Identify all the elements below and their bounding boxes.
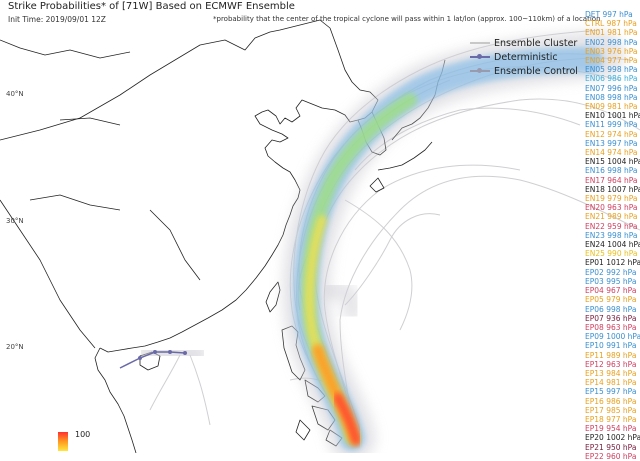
coastlines [0,19,446,453]
ensemble-member-item[interactable]: EP15 997 hPa [585,387,637,397]
ensemble-member-item[interactable]: EN24 1004 hPa [585,240,640,250]
deterministic-track [119,350,187,369]
ensemble-member-item[interactable]: EN08 998 hPa [585,92,638,102]
ensemble-member-item[interactable]: EN17 964 hPa [585,175,638,185]
ensemble-member-item[interactable]: EN09 981 hPa [585,102,638,112]
ensemble-member-item[interactable]: CTRL 987 hPa [585,19,637,29]
legend-item-deterministic[interactable]: Deterministic [470,50,578,64]
ensemble-member-item[interactable]: EP03 995 hPa [585,276,637,286]
lat-label-30n: 30°N [6,217,24,225]
ensemble-member-item[interactable]: EN06 986 hPa [585,74,638,84]
ensemble-member-item[interactable]: EN20 963 hPa [585,203,638,213]
ensemble-member-item[interactable]: EP04 967 hPa [585,286,637,296]
lat-label-20n: 20°N [6,343,24,351]
deterministic-swatch-icon [470,54,490,59]
probability-colorbar [58,432,68,451]
map-legend: Ensemble Cluster Deterministic Ensemble … [470,36,578,78]
legend-label: Deterministic [494,51,558,63]
ensemble-member-item[interactable]: EN16 998 hPa [585,166,638,176]
ensemble-member-item[interactable]: EN13 997 hPa [585,138,638,148]
ensemble-member-item[interactable]: EP20 1002 hPa [585,433,640,443]
ensemble-member-item[interactable]: EN02 998 hPa [585,37,638,47]
ensemble-member-item[interactable]: EN01 981 hPa [585,28,638,38]
ensemble-member-item[interactable]: EN11 999 hPa [585,120,638,130]
ensemble-member-item[interactable]: EN14 974 hPa [585,148,638,158]
ensemble-member-item[interactable]: EN12 974 hPa [585,129,638,139]
ensemble-member-item[interactable]: EP14 981 hPa [585,378,637,388]
probability-swath [137,31,624,453]
lat-label-40n: 40°N [6,90,24,98]
ensemble-member-item[interactable]: EN15 1004 hPa [585,157,640,167]
init-time: Init Time: 2019/09/01 12Z [8,15,106,24]
ensemble-member-item[interactable]: EN19 979 hPa [585,194,638,204]
ensemble-member-item[interactable]: EN07 996 hPa [585,83,638,93]
ensemble-member-item[interactable]: EN10 1001 hPa [585,111,640,121]
legend-item-ensemble-cluster[interactable]: Ensemble Cluster [470,36,578,50]
ensemble-member-item[interactable]: EP05 979 hPa [585,295,637,305]
ensemble-member-item[interactable]: EP19 954 hPa [585,424,637,434]
ensemble-member-item[interactable]: EP10 991 hPa [585,341,637,351]
legend-label: Ensemble Cluster [494,37,578,49]
ensemble-member-item[interactable]: EP22 960 hPa [585,451,637,461]
ensemble-member-item[interactable]: EP12 963 hPa [585,359,637,369]
ensemble-member-item[interactable]: EN18 1007 hPa [585,184,640,194]
ensemble-member-item[interactable]: EN04 977 hPa [585,56,638,66]
ensemble-member-item[interactable]: EP02 992 hPa [585,267,637,277]
ensemble-member-item[interactable]: EP16 986 hPa [585,396,637,406]
control-swatch-icon [470,68,490,73]
ensemble-member-item[interactable]: EP21 950 hPa [585,442,637,452]
ensemble-member-item[interactable]: EP06 998 hPa [585,304,637,314]
ensemble-member-item[interactable]: EP08 963 hPa [585,322,637,332]
legend-label: Ensemble Control [494,65,578,77]
ensemble-member-item[interactable]: EN25 990 hPa [585,249,638,259]
ensemble-member-item[interactable]: EN03 976 hPa [585,46,638,56]
ensemble-member-item[interactable]: EP01 1012 hPa [585,258,640,268]
colorbar-max-label: 100 [75,430,91,439]
legend-item-ensemble-control[interactable]: Ensemble Control [470,64,578,78]
ensemble-member-item[interactable]: EN21 989 hPa [585,212,638,222]
ensemble-member-list: DET 997 hPa CTRL 987 hPa EN01 981 hPa EN02 … [585,10,640,461]
ensemble-member-item[interactable]: EP07 936 hPa [585,313,637,323]
ensemble-member-item[interactable]: EN23 998 hPa [585,230,638,240]
ensemble-member-item[interactable]: DET 997 hPa [585,10,633,19]
ensemble-member-item[interactable]: EP11 989 hPa [585,350,637,360]
chart-title: Strike Probabilities* of [71W] Based on … [8,1,295,12]
ensemble-member-item[interactable]: EP17 985 hPa [585,405,637,415]
ensemble-member-item[interactable]: EP09 1000 hPa [585,332,640,342]
ensemble-member-item[interactable]: EP13 984 hPa [585,368,637,378]
ensemble-member-item[interactable]: EN22 959 hPa [585,221,638,231]
ensemble-member-item[interactable]: EP18 977 hPa [585,414,637,424]
cluster-swatch-icon [470,42,490,44]
probability-footnote: *probability that the center of the trop… [213,15,601,23]
ensemble-member-item[interactable]: EN05 998 hPa [585,65,638,75]
